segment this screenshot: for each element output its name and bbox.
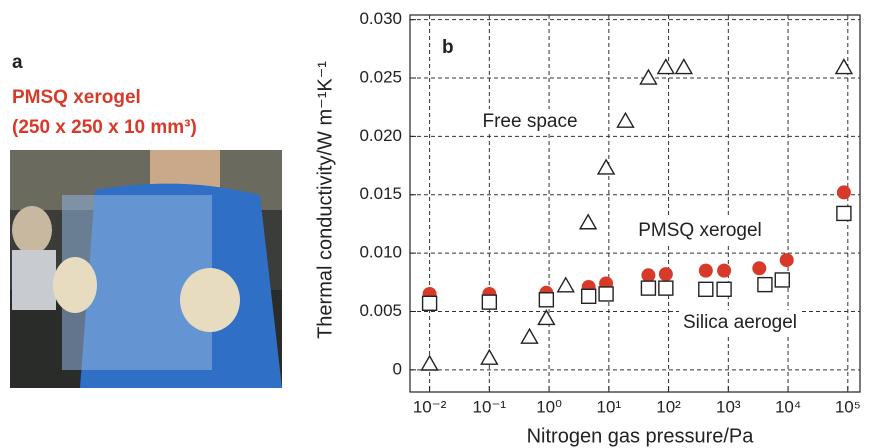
circle-marker [717, 263, 732, 278]
square-marker [421, 295, 438, 311]
square-marker [481, 294, 498, 310]
y-tick-label: 0.005 [359, 301, 402, 320]
circle-marker [752, 261, 767, 276]
triangle-marker [556, 276, 575, 293]
triangle-marker [656, 58, 676, 75]
y-tick-label: 0 [393, 359, 402, 378]
y-tick-label: 0.020 [359, 126, 402, 145]
triangle-marker [420, 354, 439, 371]
series-label-bg [478, 109, 582, 135]
circle-marker [641, 268, 656, 283]
triangle-marker [480, 348, 499, 365]
triangle-marker [578, 213, 598, 230]
y-tick-label: 0.010 [359, 243, 402, 262]
panel-label: b [442, 37, 454, 58]
triangle-marker [596, 158, 616, 175]
photo [10, 150, 282, 388]
sample-name: PMSQ xerogel [12, 87, 141, 108]
sample-size: (250 x 250 x 10 mm³) [12, 117, 197, 138]
square-marker [698, 281, 714, 297]
x-tick-label: 10¹ [597, 397, 622, 416]
triangle-marker [639, 68, 658, 85]
x-tick-label: 10⁻² [413, 397, 447, 416]
x-tick-label: 10⁴ [775, 397, 801, 416]
x-tick-label: 10² [656, 397, 681, 416]
square-marker [757, 276, 773, 293]
series-label: Silica aerogel [683, 312, 797, 333]
x-tick-label: 10⁵ [835, 397, 861, 416]
y-tick-label: 0.030 [359, 9, 402, 28]
triangle-marker [834, 58, 854, 75]
square-marker [716, 281, 732, 297]
square-marker [658, 280, 674, 296]
circle-marker [836, 185, 851, 200]
triangle-marker [616, 111, 635, 128]
circle-marker [658, 267, 673, 282]
circle-marker [698, 263, 713, 278]
square-marker [580, 288, 597, 304]
series-label: Free space [482, 111, 577, 132]
square-marker [598, 286, 614, 302]
y-axis-label: Thermal conductivity/W m⁻¹K⁻¹ [314, 61, 336, 339]
x-tick-label: 10⁰ [536, 397, 562, 416]
panel-label: a [12, 52, 23, 73]
series-label: PMSQ xerogel [638, 220, 762, 241]
plot-frame [409, 14, 861, 393]
x-tick-label: 10⁻¹ [473, 397, 507, 416]
square-marker [538, 292, 555, 308]
series-label-bg [634, 218, 766, 244]
triangle-marker [537, 309, 556, 326]
x-axis-label: Nitrogen gas pressure/Pa [527, 425, 755, 447]
y-tick-label: 0.025 [359, 68, 402, 87]
triangle-marker [520, 327, 539, 344]
square-marker [774, 272, 790, 288]
circle-marker [779, 253, 794, 268]
triangle-marker [674, 58, 694, 75]
square-marker [640, 280, 657, 296]
series-label-bg [678, 310, 802, 336]
x-tick-label: 10³ [716, 397, 741, 416]
square-marker [836, 205, 852, 222]
y-tick-label: 0.015 [359, 184, 402, 203]
